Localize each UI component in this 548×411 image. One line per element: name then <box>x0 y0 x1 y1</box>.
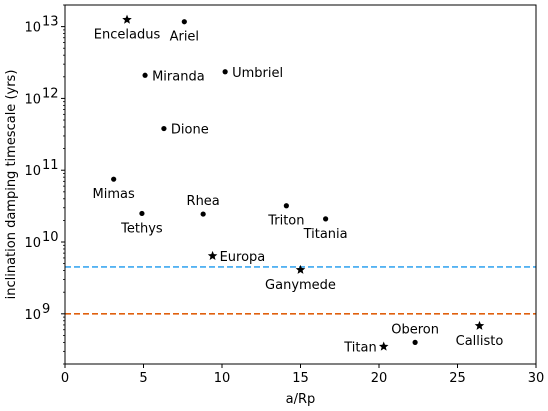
point-titan <box>378 341 389 351</box>
point-ariel <box>181 19 187 25</box>
label-miranda: Miranda <box>152 69 205 84</box>
label-tethys: Tethys <box>120 221 163 236</box>
point-tethys <box>139 210 145 217</box>
point-rhea <box>200 211 206 217</box>
label-titania: Titania <box>303 227 348 242</box>
label-ganymede: Ganymede <box>265 278 336 293</box>
y-axis-title: inclination damping timescale (yrs) <box>4 70 19 300</box>
label-europa: Europa <box>220 250 266 265</box>
point-labels: Enceladus Ariel Miranda Umbriel Dione Mimas Te… <box>93 28 504 356</box>
y-tick-label: 10 <box>24 236 41 251</box>
y-tick-exponent: 13 <box>42 15 59 30</box>
label-triton: Triton <box>267 214 304 229</box>
x-tick-label: 30 <box>528 371 545 386</box>
y-tick-label: 10 <box>24 92 41 107</box>
label-dione: Dione <box>171 123 209 138</box>
y-tick-label: 10 <box>24 21 41 36</box>
point-callisto <box>474 320 485 330</box>
point-enceladus <box>122 14 132 24</box>
point-miranda <box>142 72 148 78</box>
label-mimas: Mimas <box>93 187 135 202</box>
x-tick-label: 15 <box>292 371 309 386</box>
x-tick-label: 20 <box>371 371 388 386</box>
y-tick-exponent: 12 <box>42 86 59 101</box>
label-callisto: Callisto <box>456 334 504 349</box>
point-ganymede <box>295 264 306 274</box>
y-tick-label: 10 <box>24 164 41 179</box>
y-tick-label: 10 <box>24 308 41 323</box>
y-tick-exponent: 10 <box>42 230 59 245</box>
x-tick-label: 0 <box>61 371 69 386</box>
y-tick-exponent: 9 <box>42 302 50 317</box>
point-oberon <box>412 339 418 345</box>
point-mimas <box>111 176 117 182</box>
label-enceladus: Enceladus <box>94 28 161 43</box>
label-titan: Titan <box>343 341 376 356</box>
point-europa <box>207 250 218 260</box>
point-dione <box>161 125 167 132</box>
label-ariel: Ariel <box>170 30 199 45</box>
label-rhea: Rhea <box>187 194 220 209</box>
data-points <box>111 14 485 351</box>
point-triton <box>283 203 289 209</box>
x-axis-title: a/Rp <box>286 392 316 407</box>
point-umbriel <box>222 69 228 75</box>
x-tick-label: 10 <box>214 371 231 386</box>
x-axis: 0 5 10 15 20 25 30 <box>61 364 544 386</box>
label-umbriel: Umbriel <box>232 66 283 81</box>
label-oberon: Oberon <box>391 322 439 337</box>
plot-frame <box>64 4 537 365</box>
x-tick-label: 5 <box>139 371 147 386</box>
y-tick-exponent: 11 <box>42 158 59 173</box>
point-titania <box>323 216 329 222</box>
x-tick-label: 25 <box>449 371 466 386</box>
